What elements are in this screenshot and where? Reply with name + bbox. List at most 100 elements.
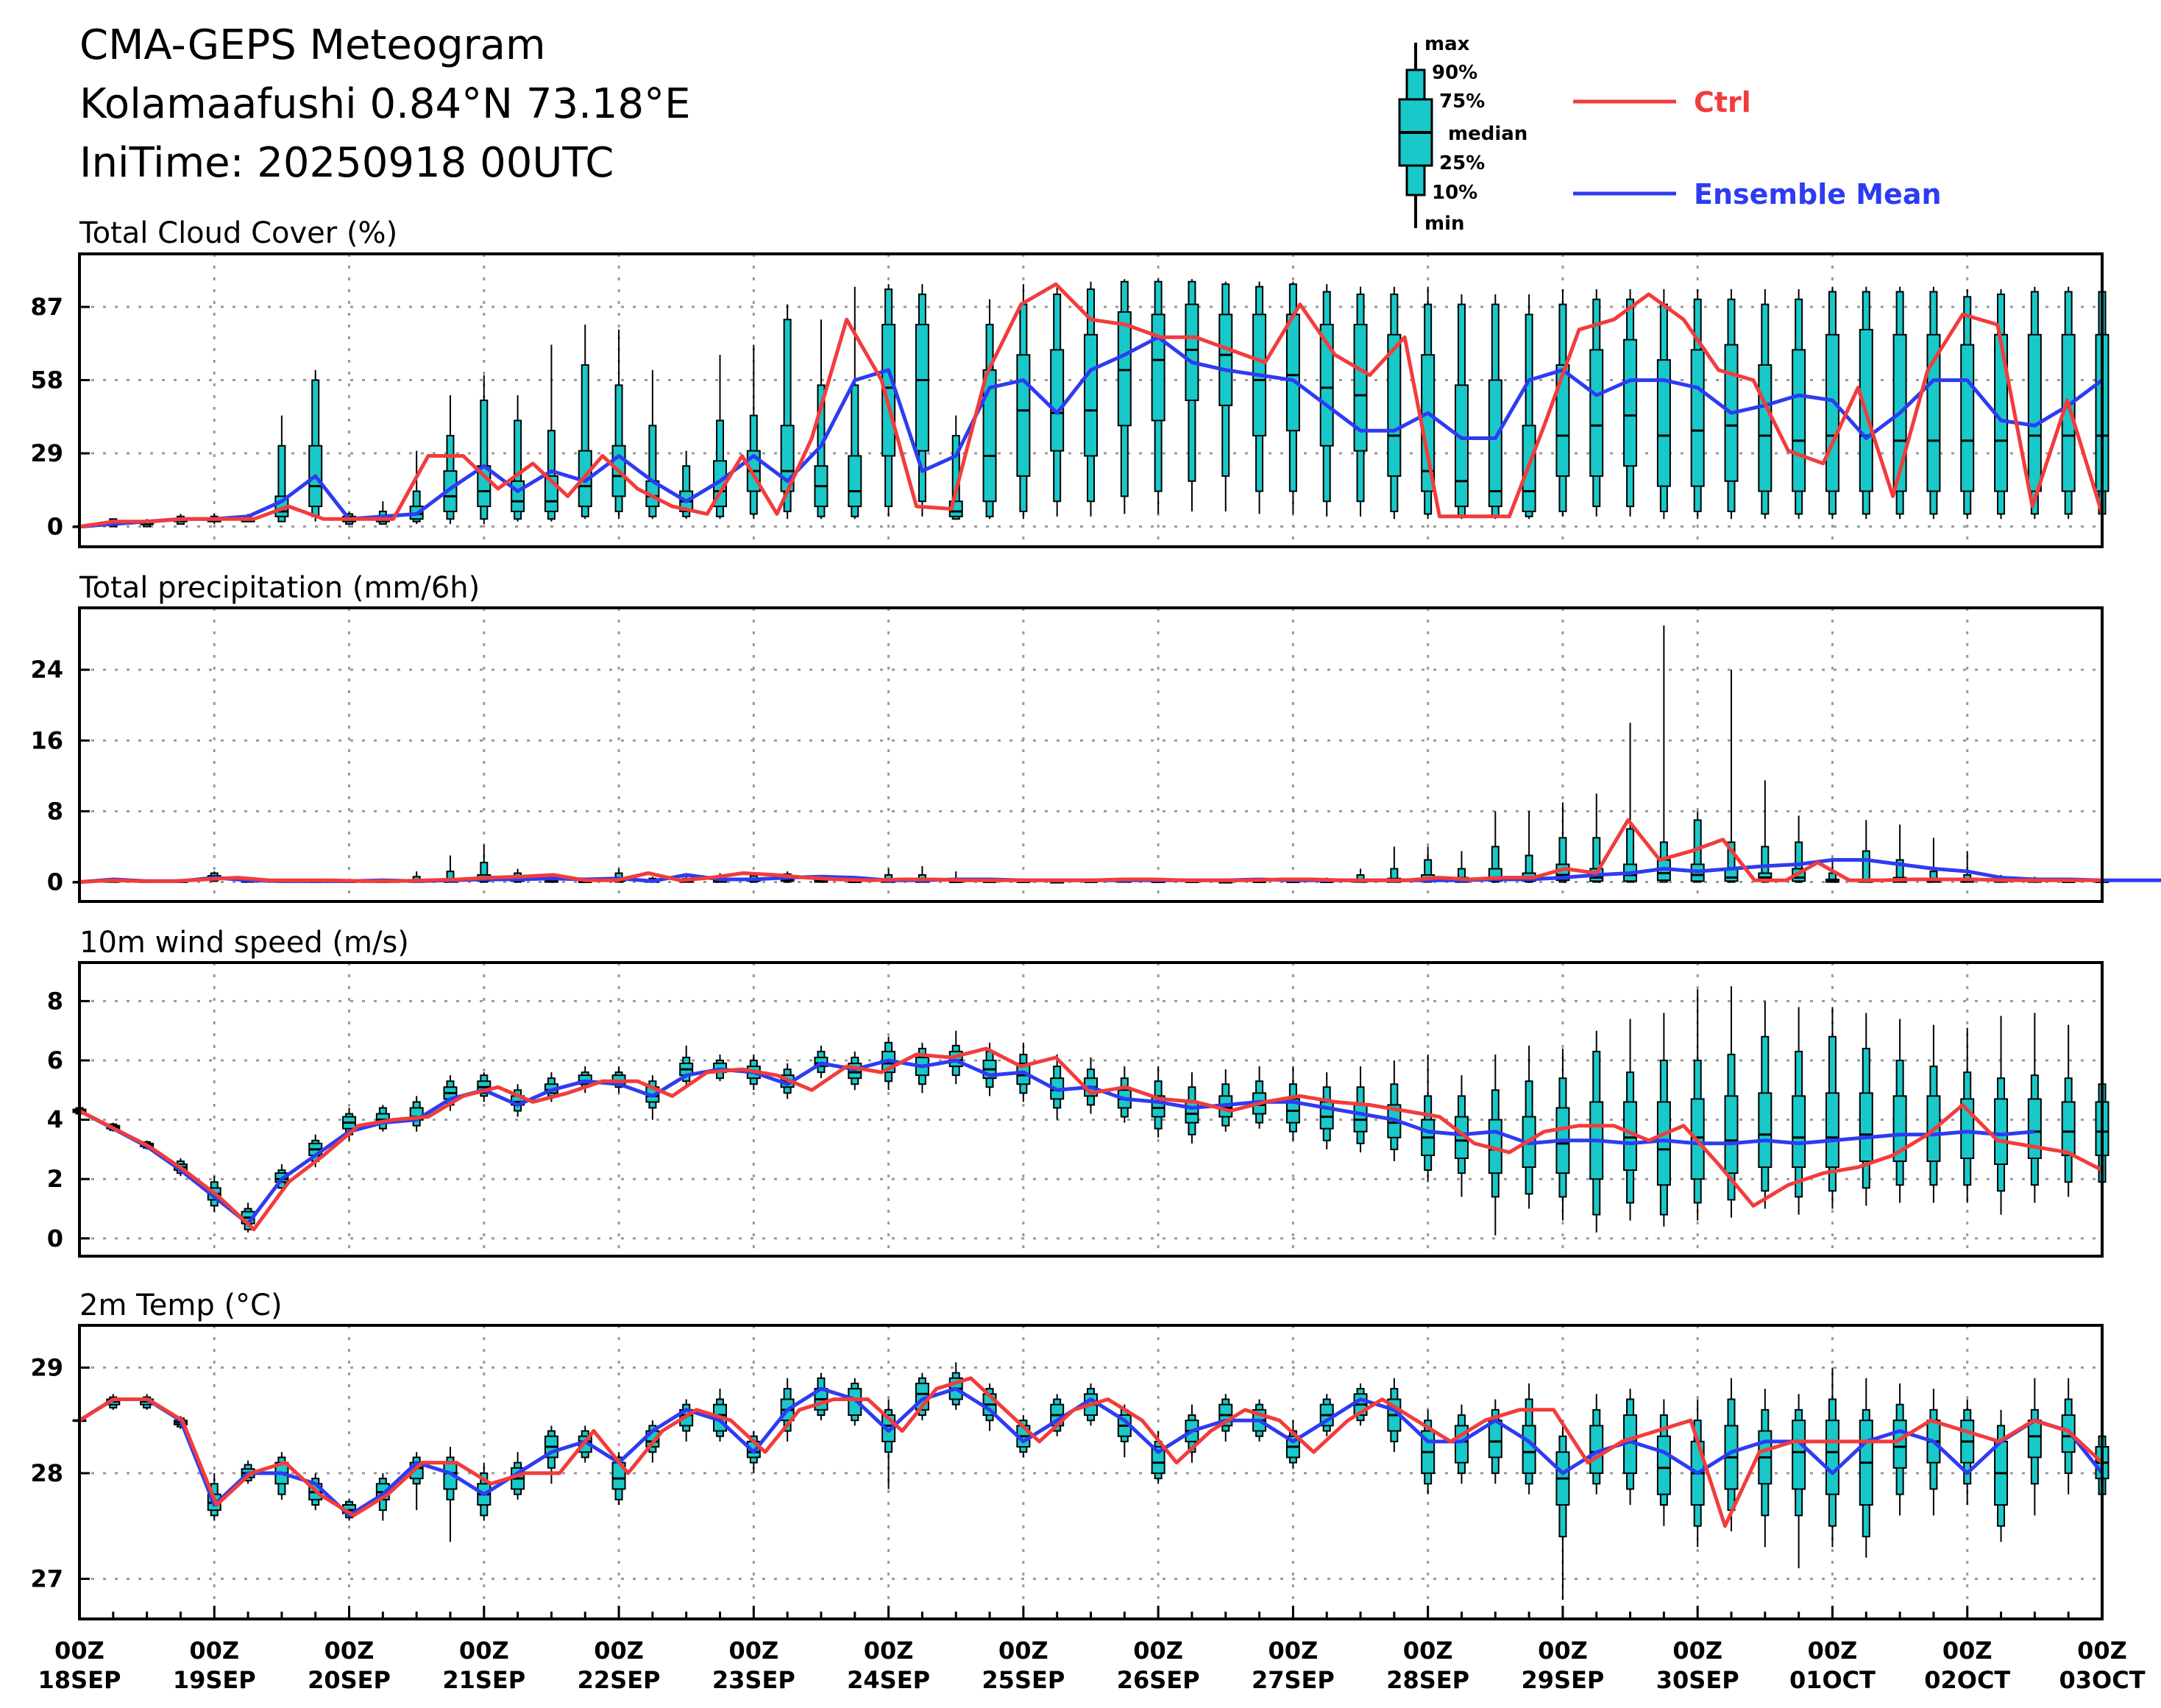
box-tail <box>480 400 489 520</box>
panel-frame <box>78 961 2104 1258</box>
box-body <box>1724 1095 1739 1174</box>
x-tick-label-time: 00Z <box>54 1637 104 1665</box>
x-tick-label-time: 00Z <box>1133 1637 1183 1665</box>
panels: Total Cloud Cover (%) 0 29 58 87 Total precip… <box>30 216 2161 1620</box>
x-tick-label-time: 00Z <box>864 1637 914 1665</box>
box-tail <box>1525 854 1533 883</box>
box-plot <box>443 1447 458 1542</box>
box-body <box>1825 333 1839 492</box>
x-tick-label-date: 23SEP <box>712 1666 795 1694</box>
box-plot <box>1656 1013 1671 1227</box>
box-plot <box>1825 1367 1839 1548</box>
y-tick-label: 8 <box>47 797 63 825</box>
x-tick-label-date: 02OCT <box>1924 1666 2010 1694</box>
panel-2: Total precipitation (mm/6h) 0 8 16 24 <box>30 571 2161 903</box>
box-tail <box>1491 846 1500 883</box>
box-plot <box>2061 1024 2076 1197</box>
box-body <box>1758 364 1773 492</box>
box-plot <box>1926 286 1941 520</box>
x-tick-label-time: 00Z <box>324 1637 375 1665</box>
box-body <box>1960 344 1975 492</box>
box-body <box>1792 349 1806 492</box>
y-tick-label: 87 <box>30 293 63 321</box>
box-body <box>1016 354 1031 477</box>
box-body <box>1792 1095 1806 1169</box>
y-tick-label: 27 <box>30 1565 63 1592</box>
box-body <box>1522 1425 1536 1474</box>
box-body <box>1218 313 1233 406</box>
box-body <box>1151 313 1165 422</box>
box-tail <box>1626 828 1635 883</box>
box-plot <box>1555 1420 1570 1601</box>
box-tail <box>851 384 859 517</box>
y-tick-label: 28 <box>30 1459 63 1487</box>
x-tick-label-date: 28SEP <box>1386 1666 1469 1694</box>
y-tick-label: 24 <box>30 656 63 684</box>
box-plot <box>1994 1409 2009 1542</box>
box-plot <box>1690 289 1705 520</box>
box-body <box>1892 1420 1907 1469</box>
box-plot <box>1454 294 1469 520</box>
panel-frame <box>78 252 2104 548</box>
x-tick-label-time: 00Z <box>459 1637 509 1665</box>
box-body <box>1117 311 1132 427</box>
box-plot <box>544 344 558 522</box>
box-plot <box>1724 670 1739 883</box>
box-plot <box>1421 286 1436 520</box>
box-plot <box>1117 279 1132 514</box>
box-plot <box>1185 279 1199 511</box>
panel-frame <box>78 606 2104 903</box>
y-tick-label: 29 <box>30 439 63 467</box>
ensemble-mean-line <box>78 1058 2035 1226</box>
box-body <box>1555 364 1570 477</box>
box-tail <box>480 862 489 883</box>
x-tick-label-time: 00Z <box>1808 1637 1858 1665</box>
legend-box-lower-tail <box>1405 164 1426 196</box>
box-tail <box>783 319 792 512</box>
box-body <box>1623 339 1638 467</box>
box-body <box>1488 379 1502 508</box>
box-body <box>1285 313 1300 432</box>
x-tick-label-time: 00Z <box>1268 1637 1319 1665</box>
panel-title: 2m Temp (°C) <box>79 1289 283 1322</box>
box-body <box>1656 1101 1671 1186</box>
box-plot <box>2027 286 2042 520</box>
box-plot <box>848 286 862 520</box>
box-plot <box>1623 1018 1638 1221</box>
panel-4: 2m Temp (°C) 27 28 29 <box>30 1289 2109 1620</box>
x-tick-label-time: 00Z <box>594 1637 644 1665</box>
box-body <box>2061 1101 2076 1156</box>
x-tick-label-date: 03OCT <box>2059 1666 2145 1694</box>
box-body <box>2027 1098 2042 1159</box>
x-tick-label-date: 26SEP <box>1117 1666 1200 1694</box>
y-tick-label: 29 <box>30 1353 63 1381</box>
y-tick-label: 0 <box>47 513 63 541</box>
x-tick-label-time: 00Z <box>998 1637 1048 1665</box>
box-body <box>1488 1420 1502 1459</box>
x-tick-label-date: 22SEP <box>578 1666 661 1694</box>
legend-label-p75: 75% <box>1439 91 1485 113</box>
legend: max 90% 75% median 25% 10% min Ctrl Ense… <box>1398 33 1942 235</box>
legend-label-median: median <box>1448 123 1527 145</box>
x-tick-label-date: 18SEP <box>38 1666 121 1694</box>
box-plot <box>1859 1013 1873 1206</box>
legend-label-max: max <box>1424 33 1470 55</box>
box-tail <box>1727 841 1736 883</box>
box-plot <box>1758 1389 1773 1548</box>
box-body <box>2027 1420 2042 1459</box>
legend-ctrl-label: Ctrl <box>1694 86 1751 118</box>
box-body <box>1084 333 1098 457</box>
box-tail <box>1558 837 1567 883</box>
x-tick-label-date: 01OCT <box>1789 1666 1876 1694</box>
box-plot <box>1488 294 1502 520</box>
x-tick-label-date: 21SEP <box>442 1666 525 1694</box>
x-tick-label-date: 20SEP <box>308 1666 391 1694</box>
x-axis: 00Z18SEP00Z19SEP00Z20SEP00Z21SEP00Z22SEP… <box>38 1606 2146 1694</box>
ctrl-line <box>79 818 2102 885</box>
legend-label-p10: 10% <box>1432 182 1477 204</box>
ctrl-line <box>78 1376 2104 1528</box>
box-body <box>1758 1092 1773 1169</box>
box-body <box>848 1388 862 1416</box>
panel-title: Total precipitation (mm/6h) <box>79 571 480 605</box>
y-tick-label: 16 <box>30 726 63 754</box>
